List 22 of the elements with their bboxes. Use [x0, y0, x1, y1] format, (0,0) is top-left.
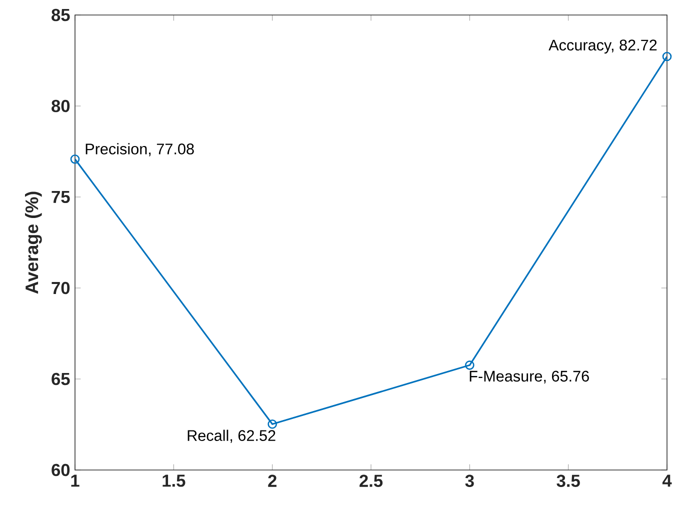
y-tick-label: 75	[52, 190, 70, 204]
y-tick-label: 60	[52, 464, 70, 476]
annotation: F-Measure, 65.76	[470, 370, 589, 384]
y-tick-label: 85	[52, 8, 70, 22]
x-tick-label: 1.5	[162, 474, 186, 487]
point	[662, 52, 672, 62]
annotation: Accuracy, 82.72	[548, 40, 657, 54]
point	[268, 419, 278, 429]
x-tick-label: 2	[268, 474, 276, 487]
y-tick-label: 65	[52, 372, 70, 386]
x-tick-label: 3.5	[556, 474, 580, 487]
x-tick-label: 3	[465, 474, 474, 487]
x-tick-label: 4	[662, 474, 672, 487]
y-tick-label: 70	[52, 282, 70, 294]
x-tick-label: 1	[71, 474, 80, 487]
point	[465, 360, 474, 370]
y-axis-title: Average (%)	[24, 192, 42, 294]
x-tick-label: 2.5	[360, 474, 383, 487]
annotation: Precision, 77.08	[86, 143, 194, 156]
point	[70, 154, 80, 164]
annotation: Recall, 62.52	[188, 430, 276, 443]
y-tick-label: 80	[52, 100, 70, 112]
